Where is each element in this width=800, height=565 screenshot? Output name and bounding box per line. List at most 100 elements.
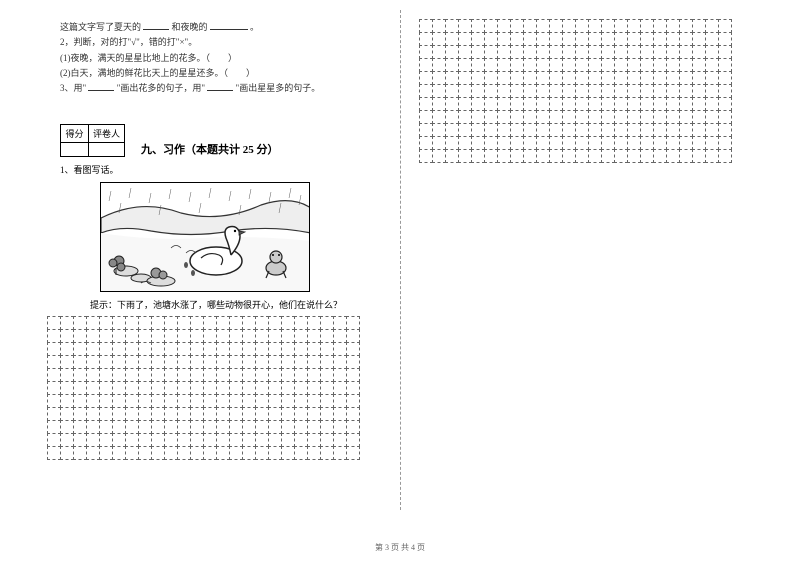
grid-cell[interactable] <box>281 446 295 460</box>
grid-cell[interactable] <box>268 394 282 408</box>
grid-cell[interactable] <box>268 355 282 369</box>
grid-cell[interactable] <box>640 149 654 163</box>
grid-cell[interactable] <box>549 149 563 163</box>
grid-cell[interactable] <box>549 58 563 72</box>
grid-cell[interactable] <box>255 342 269 356</box>
grid-cell[interactable] <box>523 58 537 72</box>
grid-cell[interactable] <box>601 149 615 163</box>
grid-cell[interactable] <box>73 446 87 460</box>
grid-cell[interactable] <box>484 110 498 124</box>
grid-cell[interactable] <box>281 433 295 447</box>
grid-cell[interactable] <box>679 97 693 111</box>
grid-cell[interactable] <box>627 97 641 111</box>
grid-cell[interactable] <box>242 407 256 421</box>
grid-cell[interactable] <box>307 420 321 434</box>
grid-cell[interactable] <box>640 19 654 33</box>
grid-cell[interactable] <box>692 58 706 72</box>
grid-cell[interactable] <box>255 368 269 382</box>
grid-cell[interactable] <box>432 71 446 85</box>
grid-cell[interactable] <box>705 97 719 111</box>
grid-cell[interactable] <box>47 420 61 434</box>
grid-cell[interactable] <box>627 32 641 46</box>
grid-cell[interactable] <box>281 316 295 330</box>
grid-cell[interactable] <box>138 420 152 434</box>
grid-cell[interactable] <box>718 110 732 124</box>
grid-cell[interactable] <box>242 446 256 460</box>
grid-cell[interactable] <box>177 446 191 460</box>
grid-cell[interactable] <box>536 58 550 72</box>
grid-cell[interactable] <box>60 342 74 356</box>
grid-cell[interactable] <box>99 394 113 408</box>
grid-cell[interactable] <box>549 136 563 150</box>
grid-cell[interactable] <box>281 407 295 421</box>
grid-cell[interactable] <box>125 355 139 369</box>
grid-cell[interactable] <box>432 110 446 124</box>
grid-cell[interactable] <box>575 149 589 163</box>
grid-cell[interactable] <box>588 32 602 46</box>
grid-cell[interactable] <box>333 446 347 460</box>
grid-cell[interactable] <box>692 149 706 163</box>
grid-cell[interactable] <box>333 342 347 356</box>
grid-cell[interactable] <box>255 381 269 395</box>
grid-cell[interactable] <box>640 45 654 59</box>
grid-cell[interactable] <box>562 71 576 85</box>
grid-cell[interactable] <box>346 316 360 330</box>
grid-cell[interactable] <box>718 123 732 137</box>
grid-cell[interactable] <box>445 58 459 72</box>
grid-cell[interactable] <box>86 420 100 434</box>
grid-cell[interactable] <box>177 342 191 356</box>
grid-cell[interactable] <box>497 136 511 150</box>
grid-cell[interactable] <box>601 19 615 33</box>
grid-cell[interactable] <box>255 355 269 369</box>
grid-cell[interactable] <box>679 71 693 85</box>
grid-cell[interactable] <box>320 342 334 356</box>
grid-cell[interactable] <box>679 123 693 137</box>
grid-cell[interactable] <box>419 71 433 85</box>
grid-cell[interactable] <box>536 19 550 33</box>
grid-cell[interactable] <box>419 110 433 124</box>
grid-cell[interactable] <box>575 19 589 33</box>
grid-cell[interactable] <box>255 420 269 434</box>
grid-cell[interactable] <box>471 97 485 111</box>
grid-cell[interactable] <box>523 32 537 46</box>
grid-cell[interactable] <box>203 446 217 460</box>
grid-cell[interactable] <box>471 71 485 85</box>
grid-cell[interactable] <box>60 381 74 395</box>
grid-cell[interactable] <box>229 420 243 434</box>
grid-cell[interactable] <box>99 368 113 382</box>
grid-cell[interactable] <box>216 316 230 330</box>
grid-cell[interactable] <box>99 446 113 460</box>
grid-cell[interactable] <box>705 71 719 85</box>
grid-cell[interactable] <box>307 368 321 382</box>
grid-cell[interactable] <box>268 433 282 447</box>
grid-cell[interactable] <box>523 97 537 111</box>
grid-cell[interactable] <box>268 342 282 356</box>
grid-cell[interactable] <box>112 381 126 395</box>
grid-cell[interactable] <box>549 32 563 46</box>
grid-cell[interactable] <box>47 316 61 330</box>
grid-cell[interactable] <box>112 368 126 382</box>
grid-cell[interactable] <box>203 368 217 382</box>
grid-cell[interactable] <box>73 420 87 434</box>
grid-cell[interactable] <box>692 45 706 59</box>
grid-cell[interactable] <box>432 19 446 33</box>
grid-cell[interactable] <box>203 342 217 356</box>
grid-cell[interactable] <box>99 316 113 330</box>
grid-cell[interactable] <box>614 136 628 150</box>
grid-cell[interactable] <box>242 355 256 369</box>
grid-cell[interactable] <box>151 420 165 434</box>
grid-cell[interactable] <box>190 329 204 343</box>
grid-cell[interactable] <box>333 433 347 447</box>
grid-cell[interactable] <box>164 342 178 356</box>
grid-cell[interactable] <box>575 136 589 150</box>
grid-cell[interactable] <box>242 420 256 434</box>
grid-cell[interactable] <box>229 368 243 382</box>
grid-cell[interactable] <box>307 446 321 460</box>
grid-cell[interactable] <box>151 329 165 343</box>
grid-cell[interactable] <box>432 97 446 111</box>
grid-cell[interactable] <box>346 446 360 460</box>
grid-cell[interactable] <box>562 123 576 137</box>
grid-cell[interactable] <box>497 110 511 124</box>
grid-cell[interactable] <box>346 355 360 369</box>
grid-cell[interactable] <box>320 433 334 447</box>
